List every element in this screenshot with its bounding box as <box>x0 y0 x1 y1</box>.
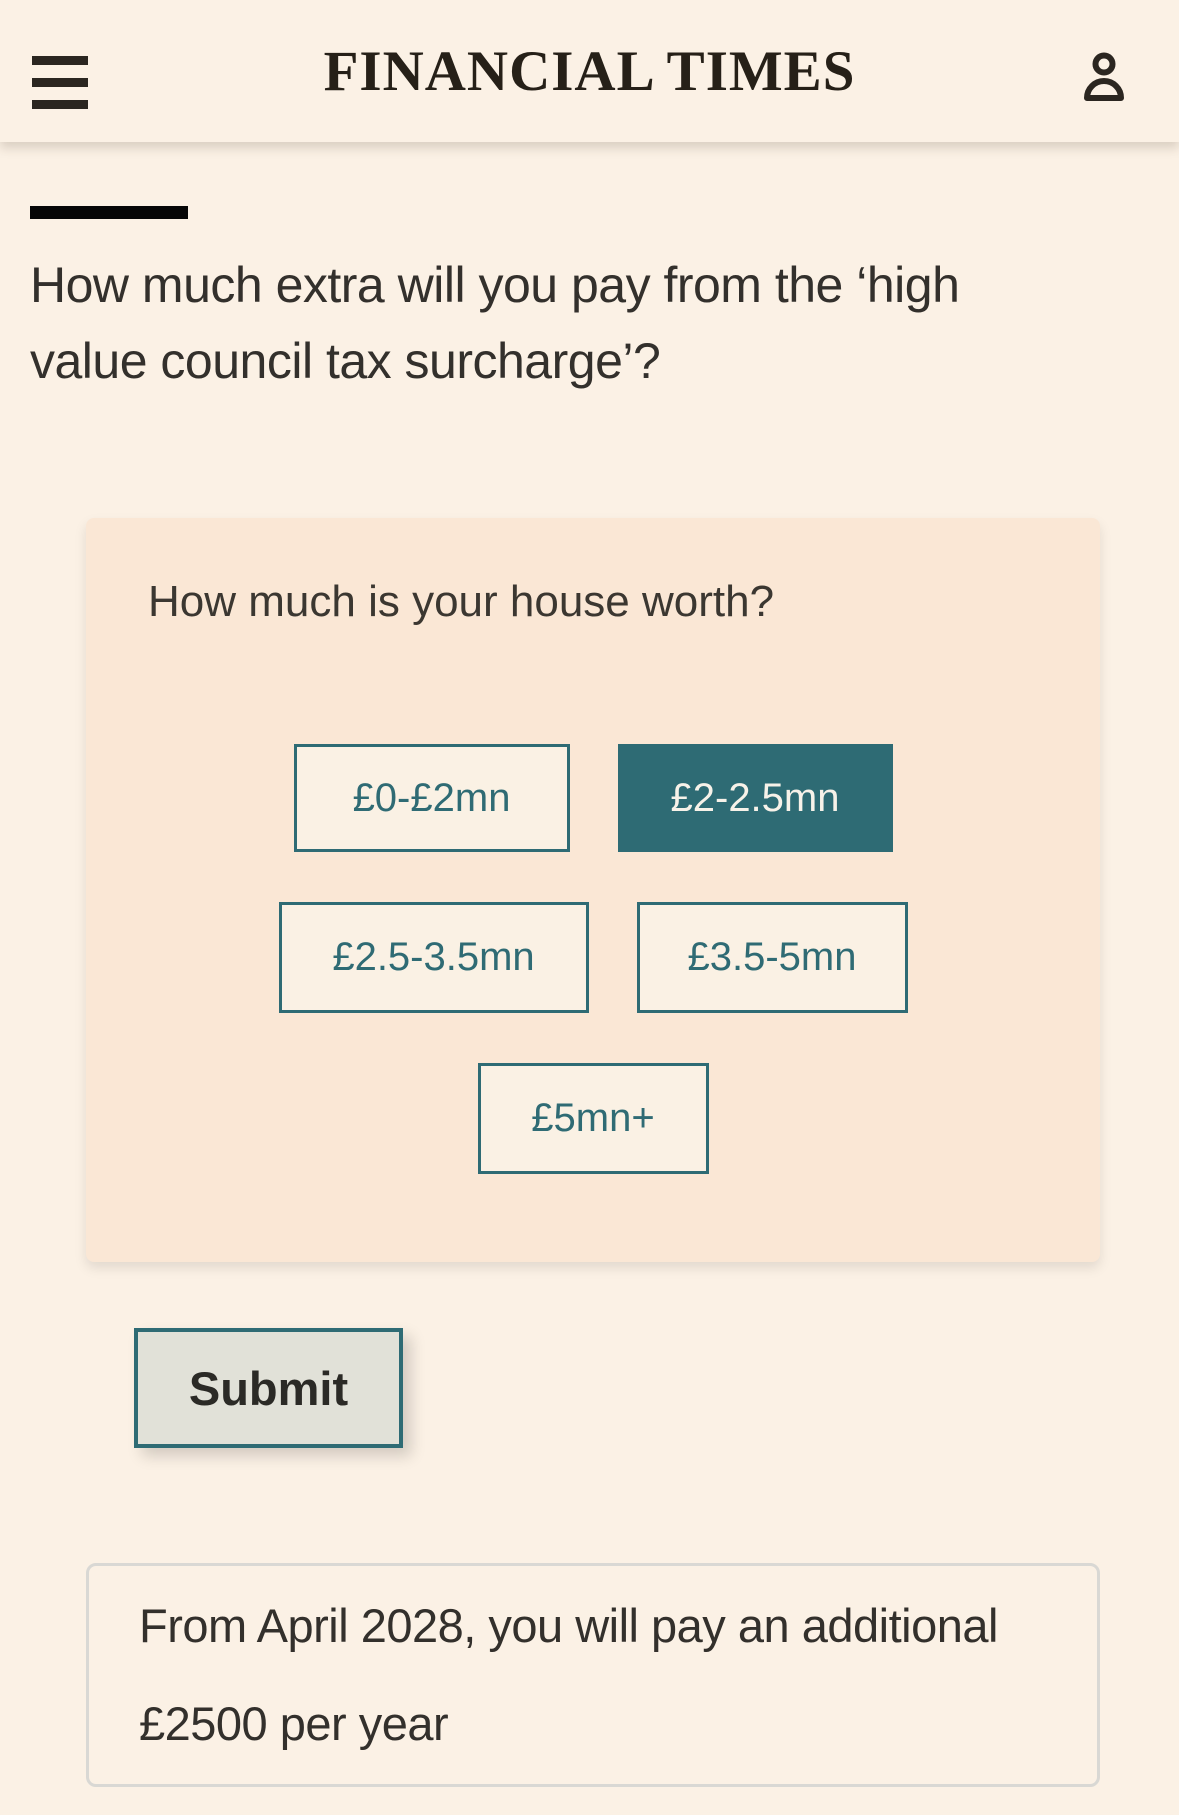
hamburger-bar <box>32 100 88 109</box>
house-worth-calculator: How much is your house worth? £0-£2mn £2-… <box>86 518 1100 1262</box>
house-value-options: £0-£2mn £2-2.5mn £2.5-3.5mn £3.5-5mn £5mn+ <box>148 744 1038 1174</box>
article-main: How much extra will you pay from the ‘hi… <box>0 206 1179 1787</box>
person-icon-glyph <box>1084 52 1124 101</box>
house-value-option-3[interactable]: £3.5-5mn <box>636 902 908 1013</box>
kicker-bar <box>30 206 188 219</box>
submit-button[interactable]: Submit <box>134 1328 403 1448</box>
person-icon[interactable] <box>1081 52 1127 102</box>
options-row: £5mn+ <box>477 1063 709 1174</box>
house-value-option-4[interactable]: £5mn+ <box>477 1063 709 1174</box>
result-box: From April 2028, you will pay an additio… <box>86 1563 1100 1787</box>
hamburger-menu-icon[interactable] <box>32 54 88 110</box>
hamburger-bar <box>32 78 88 87</box>
options-row: £0-£2mn £2-2.5mn <box>293 744 893 852</box>
site-header: FINANCIAL TIMES <box>0 0 1179 142</box>
options-row: £2.5-3.5mn £3.5-5mn <box>278 902 908 1013</box>
article-headline: How much extra will you pay from the ‘hi… <box>30 257 960 389</box>
house-value-option-0[interactable]: £0-£2mn <box>293 744 570 852</box>
calculator-question: How much is your house worth? <box>148 577 775 626</box>
house-value-option-2[interactable]: £2.5-3.5mn <box>278 902 589 1013</box>
ft-logo: FINANCIAL TIMES <box>323 39 856 103</box>
hamburger-bar <box>32 56 88 65</box>
house-value-option-1[interactable]: £2-2.5mn <box>617 744 893 852</box>
result-text: From April 2028, you will pay an additio… <box>139 1599 998 1750</box>
